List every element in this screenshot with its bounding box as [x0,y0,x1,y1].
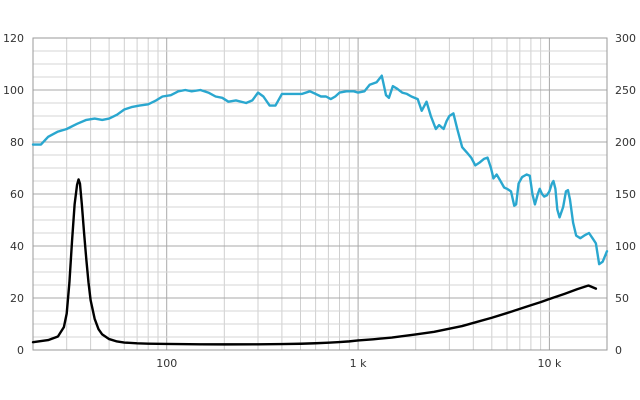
x-tick-label: 10 k [537,357,561,370]
y-left-tick-label: 60 [10,188,24,201]
y-right-tick-label: 150 [615,188,636,201]
grid [33,37,607,351]
y-axis-left: 0 20 40 60 80 100 120 [3,32,24,357]
x-tick-label: 1 k [350,357,367,370]
y-left-tick-label: 100 [3,84,24,97]
x-axis: 100 1 k 10 k [156,357,562,370]
y-left-tick-label: 80 [10,136,24,149]
x-tick-label: 100 [156,357,177,370]
y-right-tick-label: 200 [615,136,636,149]
plot-area [32,37,608,351]
y-left-tick-label: 40 [10,240,24,253]
y-left-tick-label: 0 [17,344,24,357]
y-right-tick-label: 50 [615,292,629,305]
y-right-tick-label: 300 [615,32,636,45]
y-right-tick-label: 100 [615,240,636,253]
series-group [31,74,609,346]
y-left-tick-label: 20 [10,292,24,305]
y-left-tick-label: 120 [3,32,24,45]
y-axis-right: 0 50 100 150 200 250 300 [615,32,636,357]
series-line-1 [31,74,609,266]
series-line-2 [31,178,598,346]
y-right-tick-label: 0 [615,344,622,357]
y-right-tick-label: 250 [615,84,636,97]
